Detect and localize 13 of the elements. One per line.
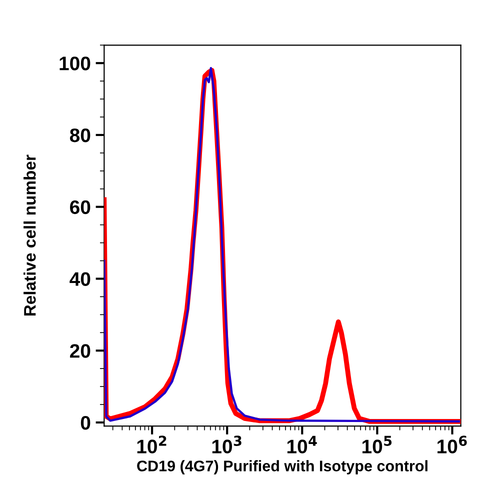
y-tick-label: 20 (70, 344, 90, 358)
y-tick-label: 80 (70, 128, 90, 142)
x-axis-title: CD19 (4G7) Purified with Isotype control (137, 460, 428, 474)
y-tick-label: 60 (70, 200, 90, 214)
y-tick-label: 100 (60, 56, 90, 70)
y-tick-label: 40 (70, 272, 90, 286)
x-tick-label: 10$^{5}$ (362, 436, 392, 454)
x-tick-label: 10$^{2}$ (137, 436, 166, 454)
x-tick-label: 10$^{4}$ (287, 436, 317, 454)
y-tick-label: 0 (80, 416, 90, 430)
x-tick-label: 10$^{6}$ (438, 436, 467, 454)
x-tick-label: 10$^{3}$ (212, 436, 242, 454)
y-axis-title: Relative cell number (24, 154, 36, 316)
